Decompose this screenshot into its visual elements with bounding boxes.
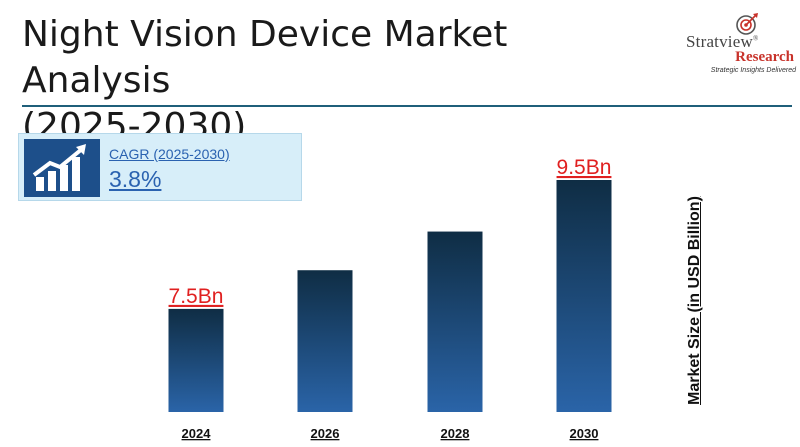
stratview-logo: Stratview® Research Strategic Insights D… bbox=[682, 12, 796, 76]
bar-2024 bbox=[168, 308, 224, 412]
data-label: 7.5Bn bbox=[169, 285, 224, 308]
data-label: 9.5Bn bbox=[557, 156, 612, 179]
logo-brand-part1: Stratview® bbox=[686, 32, 759, 51]
x-tick-label: 2030 bbox=[570, 426, 599, 441]
title-line-1: Night Vision Device Market Analysis bbox=[22, 14, 508, 101]
target-arrow-icon bbox=[736, 13, 758, 35]
x-tick-label: 2028 bbox=[441, 426, 470, 441]
cagr-value: 3.8% bbox=[109, 166, 162, 192]
logo-tagline: Strategic Insights Delivered bbox=[710, 67, 796, 74]
title-divider bbox=[22, 105, 792, 107]
logo-brand-part2: Research bbox=[735, 49, 794, 65]
y-axis-label: Market Size (in USD Billion) bbox=[686, 196, 703, 405]
page-title: Night Vision Device Market Analysis (202… bbox=[22, 12, 662, 150]
bar-2026 bbox=[297, 270, 353, 412]
cagr-card: CAGR (2025-2030) 3.8% bbox=[18, 133, 302, 201]
bar-2030 bbox=[556, 180, 612, 412]
cagr-label: CAGR (2025-2030) bbox=[109, 146, 230, 162]
growth-chart-icon bbox=[24, 139, 100, 197]
x-tick-label: 2024 bbox=[182, 426, 212, 441]
x-tick-label: 2026 bbox=[311, 426, 340, 441]
bar-2028 bbox=[427, 231, 483, 412]
